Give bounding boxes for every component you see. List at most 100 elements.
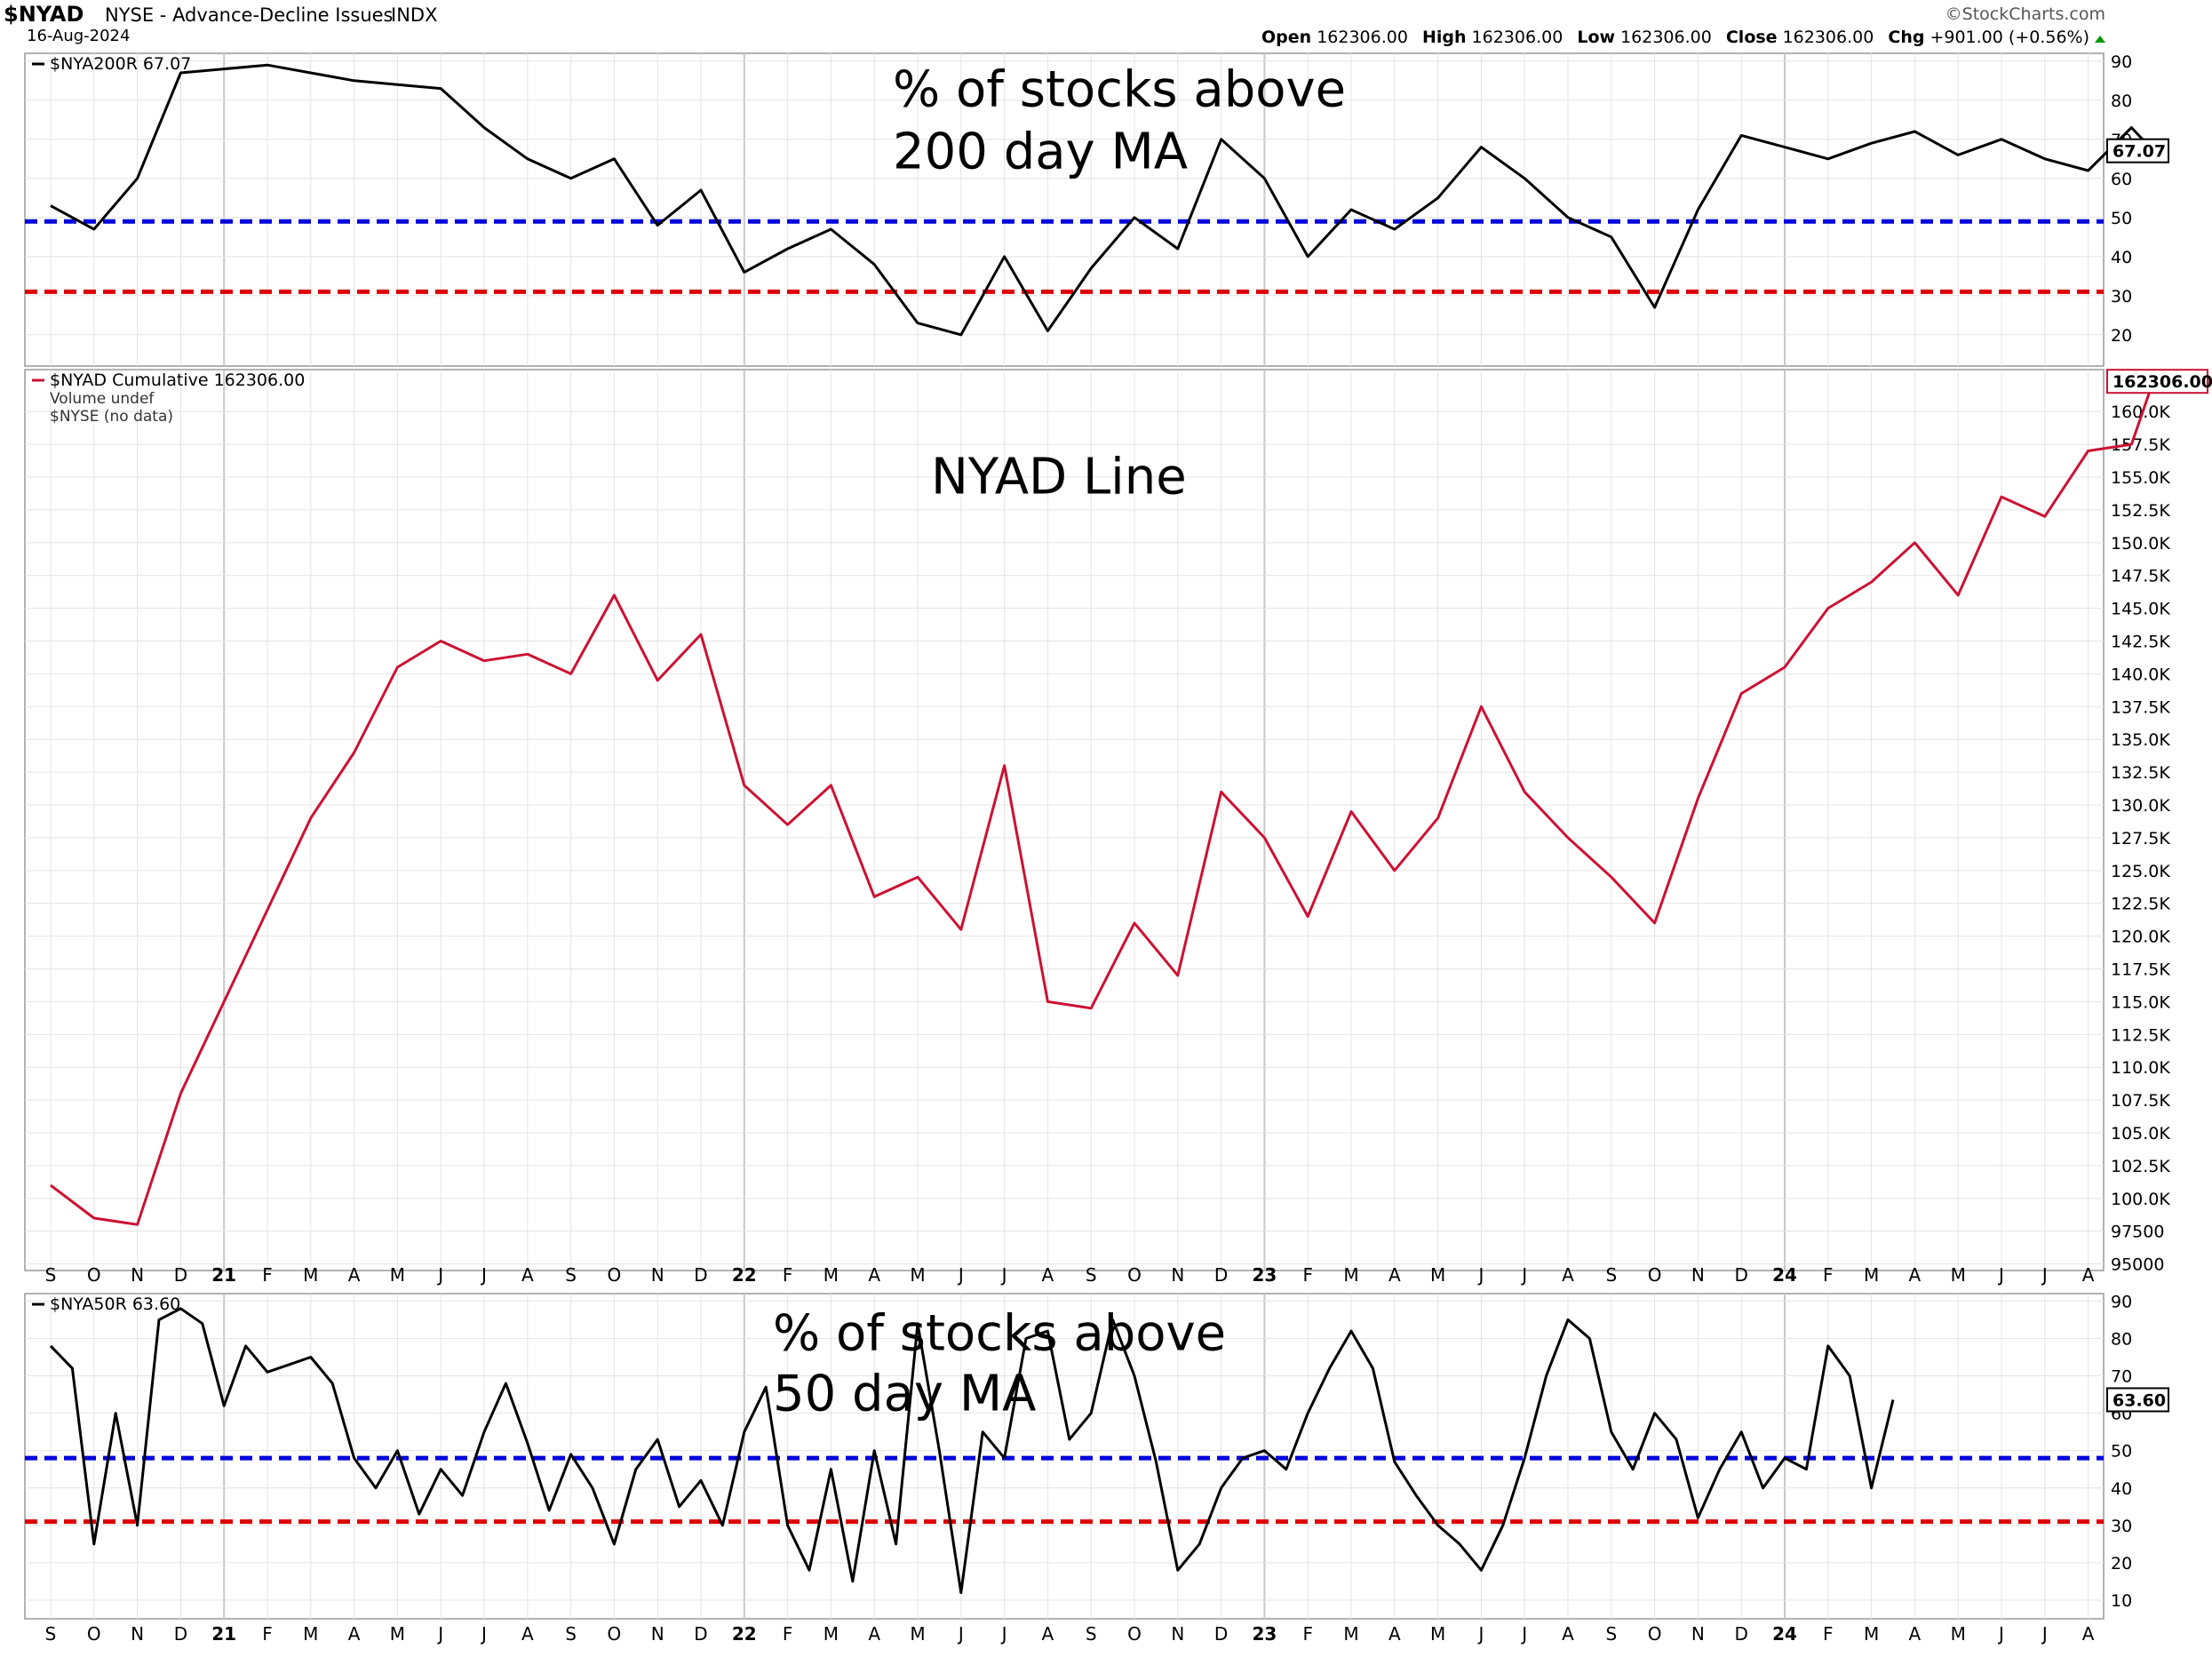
x-tick-label: J — [1520, 1264, 1527, 1286]
x-tick-label: S — [45, 1623, 57, 1645]
x-tick-label: M — [910, 1264, 925, 1286]
ticker-symbol: $NYAD — [4, 2, 84, 27]
x-tick-label: M — [1864, 1264, 1879, 1286]
x-tick-label: A — [521, 1264, 534, 1286]
x-tick-label: O — [1127, 1264, 1142, 1286]
x-tick-label: N — [131, 1264, 144, 1286]
x-tick-label: D — [174, 1264, 187, 1286]
x-tick-label: D — [1734, 1623, 1747, 1645]
x-tick-label: J — [1476, 1264, 1484, 1286]
x-tick-label: N — [651, 1264, 664, 1286]
nyad-panel: 160.0K 157.5K 155.0K 152.5K 150.0K 147.5K 145.… — [24, 369, 2212, 1275]
nya50r-last-value-box — [2106, 1387, 2169, 1413]
y-tick-label: 150.0K — [2111, 534, 2170, 554]
y-tick-label: 90 — [2111, 52, 2132, 72]
x-tick-label: D — [694, 1623, 707, 1645]
y-tick-label: 80 — [2111, 92, 2132, 111]
x-tick-label: A — [1042, 1264, 1054, 1286]
x-tick-label: D — [1214, 1623, 1228, 1645]
x-tick-label: A — [348, 1623, 361, 1645]
nya50r-annotation: % of stocks above — [773, 1305, 1226, 1363]
y-tick-label: 30 — [2111, 1517, 2132, 1536]
x-tick-label: 21 — [211, 1264, 236, 1286]
x-tick-label: A — [868, 1623, 880, 1645]
x-tick-label: F — [262, 1264, 273, 1286]
x-tick-label: M — [1430, 1623, 1445, 1645]
watermark: ©StockCharts.com — [1945, 4, 2105, 24]
y-tick-label: 127.5K — [2111, 829, 2170, 848]
y-tick-label: 20 — [2111, 1554, 2132, 1573]
y-tick-label: 40 — [2111, 248, 2132, 267]
y-tick-label: 142.5K — [2111, 633, 2170, 652]
x-tick-label: O — [87, 1623, 101, 1645]
x-tick-label: F — [262, 1623, 273, 1645]
nyad-last-value: 162306.00 — [2113, 372, 2212, 392]
y-tick-label: 107.5K — [2111, 1091, 2170, 1111]
x-tick-label: 23 — [1252, 1264, 1277, 1286]
change-value: +901.00 (+0.56%) — [1930, 28, 2089, 47]
y-tick-label: 97500 — [2111, 1223, 2164, 1242]
ticker-description: NYSE - Advance-Decline Issues — [105, 4, 394, 26]
x-tick-label: A — [1909, 1264, 1922, 1286]
x-tick-label: O — [608, 1623, 622, 1645]
y-tick-label: 135.0K — [2111, 730, 2170, 750]
x-tick-label: F — [783, 1264, 793, 1286]
close-label: Close — [1726, 28, 1778, 47]
x-tick-label: J — [1997, 1623, 2004, 1645]
x-tick-label: D — [174, 1623, 187, 1645]
x-tick-label: 22 — [732, 1264, 757, 1286]
x-tick-label: M — [1864, 1623, 1879, 1645]
x-tick-label: J — [957, 1623, 964, 1645]
x-tick-label: F — [783, 1623, 793, 1645]
y-tick-label: 125.0K — [2111, 862, 2170, 881]
x-tick-label: F — [1823, 1623, 1834, 1645]
y-tick-label: 157.5K — [2111, 435, 2170, 455]
x-tick-label: O — [608, 1264, 622, 1286]
x-tick-label: M — [1951, 1264, 1966, 1286]
x-tick-label: F — [1823, 1264, 1834, 1286]
x-tick-label: M — [824, 1623, 839, 1645]
nyad-last-value-box — [2106, 369, 2208, 394]
change-label: Chg — [1888, 28, 1924, 47]
y-tick-label: 102.5K — [2111, 1157, 2170, 1176]
x-tick-label: N — [1171, 1623, 1184, 1645]
y-tick-label: 60 — [2111, 170, 2132, 189]
y-tick-label: 155.0K — [2111, 468, 2170, 488]
chart-date: 16-Aug-2024 — [27, 27, 130, 45]
x-tick-label: S — [1605, 1623, 1617, 1645]
y-tick-label: 112.5K — [2111, 1025, 2170, 1045]
x-tick-label: S — [45, 1264, 57, 1286]
y-tick-label: 120.0K — [2111, 928, 2170, 947]
x-tick-label: F — [1302, 1264, 1313, 1286]
x-tick-label: F — [1302, 1623, 1313, 1645]
nyad-series-line — [50, 380, 2155, 1226]
x-tick-label: M — [303, 1264, 318, 1286]
low-value: 162306.00 — [1620, 28, 1712, 47]
ticker-exchange: INDX — [391, 4, 437, 26]
nyad-annotation: NYAD Line — [931, 449, 1187, 506]
x-tick-label: N — [131, 1623, 144, 1645]
y-tick-label: 30 — [2111, 287, 2132, 307]
nya200r-last-value: 67.07 — [2113, 142, 2166, 162]
y-tick-label: 100.0K — [2111, 1190, 2170, 1209]
x-tick-label: S — [565, 1623, 577, 1645]
x-tick-label: A — [521, 1623, 534, 1645]
y-tick-label: 95000 — [2111, 1255, 2164, 1275]
x-tick-label: N — [1691, 1623, 1705, 1645]
x-tick-label: A — [2082, 1623, 2095, 1645]
y-tick-label: 90 — [2111, 1292, 2132, 1311]
x-tick-label: 22 — [732, 1623, 757, 1645]
x-tick-label: A — [348, 1264, 361, 1286]
x-tick-label: J — [1000, 1264, 1007, 1286]
x-tick-label: 24 — [1772, 1264, 1797, 1286]
high-label: High — [1422, 28, 1467, 47]
x-tick-label: 24 — [1772, 1623, 1797, 1645]
y-tick-label: 115.0K — [2111, 992, 2170, 1012]
y-tick-label: 40 — [2111, 1479, 2132, 1499]
nya50r-legend: $NYA50R 63.60 — [50, 1295, 180, 1314]
x-tick-label: 23 — [1252, 1623, 1277, 1645]
high-value: 162306.00 — [1472, 28, 1564, 47]
x-tick-label: S — [1086, 1264, 1097, 1286]
x-tick-label: A — [1909, 1623, 1922, 1645]
